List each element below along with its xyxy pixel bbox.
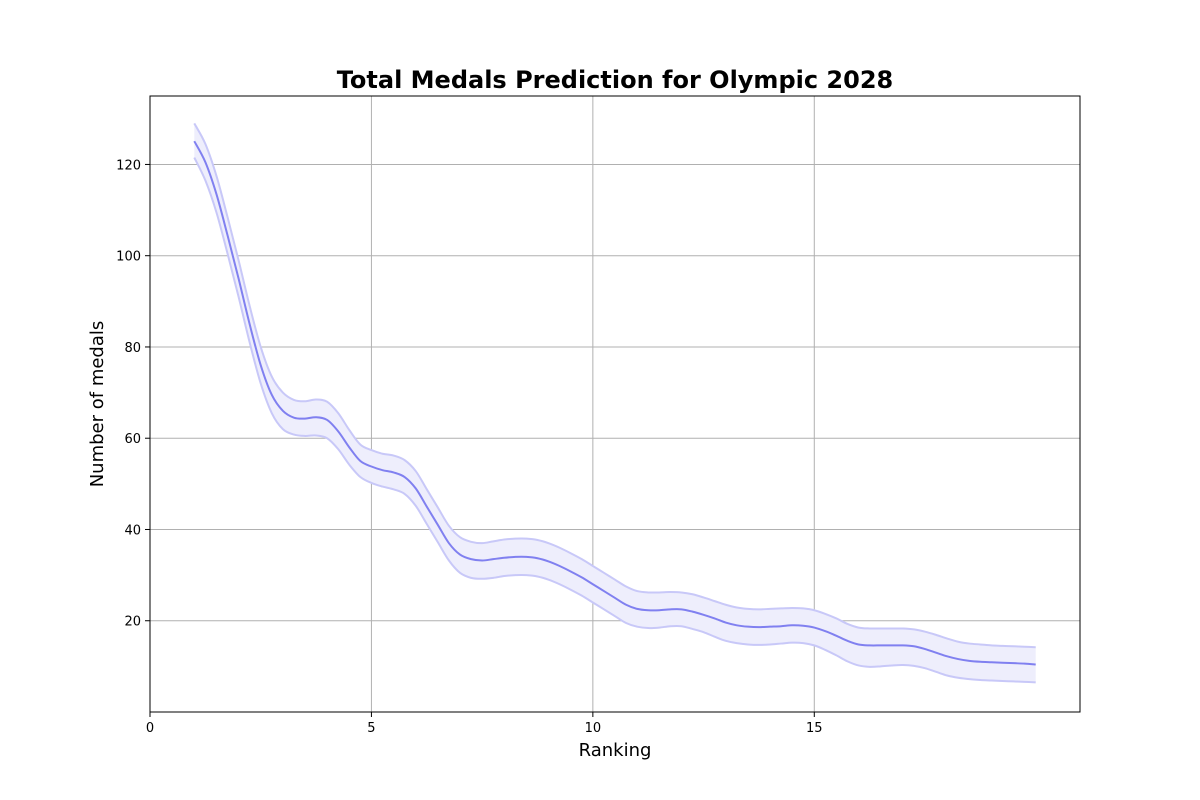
confidence-band-lower-edge [193, 157, 1036, 684]
plot-frame [149, 95, 1081, 713]
y-tick-label: 80 [124, 341, 141, 356]
y-tick-label: 20 [124, 615, 141, 630]
x-axis-label: Ranking [579, 740, 652, 761]
y-tick-label: 60 [124, 432, 141, 447]
y-tick-label: 100 [116, 250, 141, 265]
x-tick-label: 15 [806, 721, 823, 736]
chart-title: Total Medals Prediction for Olympic 2028 [337, 66, 893, 94]
y-tick-label: 40 [124, 523, 141, 538]
confidence-band-upper-edge [193, 122, 1036, 649]
y-tick-label: 120 [116, 158, 141, 173]
x-tick-label: 5 [367, 721, 375, 736]
y-axis-label: Number of medals [87, 321, 108, 488]
x-tick-label: 10 [585, 721, 602, 736]
series-line [193, 140, 1036, 666]
x-tick-label: 0 [146, 721, 154, 736]
x-axis: 0 5 10 15 [146, 712, 823, 736]
y-axis: 20 40 60 80 100 120 [116, 158, 150, 630]
grid [150, 96, 1080, 712]
